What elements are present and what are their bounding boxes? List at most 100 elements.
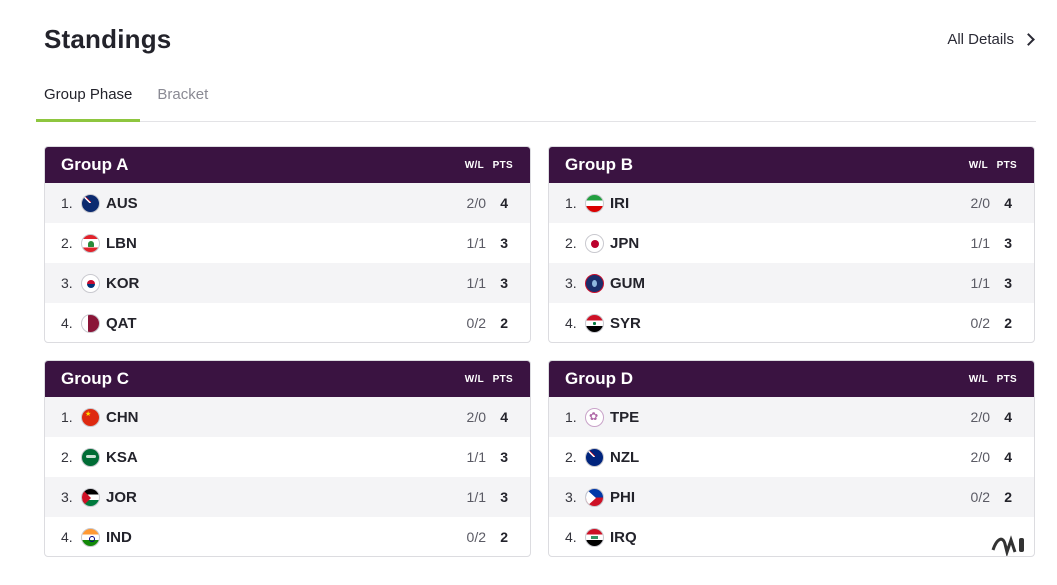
team-pts: 3 (500, 235, 508, 251)
pts-column-header: PTS (996, 160, 1017, 171)
pts-column-header: PTS (492, 374, 513, 385)
team-rank: 1. (61, 195, 73, 211)
team-rank: 4. (61, 529, 73, 545)
team-row[interactable]: 1. CHN 2/0 4 (45, 397, 530, 437)
standings-tabs: Group Phase Bracket (36, 78, 1036, 122)
qatar-flag-icon (81, 313, 100, 333)
pts-column-header: PTS (492, 160, 513, 171)
team-pts: 4 (500, 409, 508, 425)
korea-flag-icon (81, 273, 100, 293)
australia-flag-icon (81, 193, 100, 213)
team-code: TPE (610, 408, 640, 426)
team-wl: 1/1 (466, 275, 486, 291)
team-wl: 2/0 (970, 409, 990, 425)
japan-flag-icon (585, 233, 604, 253)
team-pts: 4 (1004, 449, 1012, 465)
team-row[interactable]: 3. KOR 1/1 3 (45, 263, 530, 303)
team-pts: 2 (500, 315, 508, 331)
guam-flag-icon (585, 273, 604, 293)
team-rank: 3. (61, 489, 73, 505)
team-row[interactable]: 2. KSA 1/1 3 (45, 437, 530, 477)
team-wl: 0/2 (466, 315, 486, 331)
chinese-taipei-flag-icon (585, 407, 604, 427)
team-code: CHN (106, 408, 139, 426)
chevron-right-icon (1022, 32, 1035, 46)
team-pts: 2 (1004, 315, 1012, 331)
team-pts: 3 (1004, 275, 1012, 291)
team-wl: 2/0 (970, 449, 990, 465)
team-row[interactable]: 1. AUS 2/0 4 (45, 183, 530, 223)
team-code: IRQ (610, 528, 637, 546)
iran-flag-icon (585, 193, 604, 213)
new-zealand-flag-icon (585, 447, 604, 467)
lebanon-flag-icon (81, 233, 100, 253)
group-title: Group B (565, 155, 633, 174)
team-rank: 2. (61, 235, 73, 251)
all-details-label: All Details (947, 30, 1014, 48)
team-row[interactable]: 4. IND 0/2 2 (45, 517, 530, 556)
team-rank: 4. (61, 315, 73, 331)
tab-group-phase[interactable]: Group Phase (36, 78, 141, 122)
team-row[interactable]: 3. PHI 0/2 2 (549, 477, 1034, 517)
team-wl: 2/0 (466, 195, 486, 211)
team-rank: 3. (565, 489, 577, 505)
team-pts: 3 (500, 449, 508, 465)
team-row[interactable]: 3. JOR 1/1 3 (45, 477, 530, 517)
team-wl: 0/2 (466, 529, 486, 545)
team-rank: 1. (565, 409, 577, 425)
team-rank: 1. (61, 409, 73, 425)
team-pts: 3 (500, 489, 508, 505)
group-card-d: Group D W/L PTS 1. TPE 2/0 4 2. NZL 2/0 … (548, 360, 1035, 557)
team-pts: 3 (500, 275, 508, 291)
team-wl: 2/0 (970, 195, 990, 211)
group-header: Group D W/L PTS (549, 361, 1034, 397)
group-header: Group C W/L PTS (45, 361, 530, 397)
wl-column-header: W/L (968, 374, 988, 385)
watermark-icon (991, 535, 1024, 556)
team-code: SYR (610, 314, 641, 332)
team-wl: 1/1 (970, 235, 990, 251)
team-wl: 1/1 (466, 235, 486, 251)
pts-column-header: PTS (996, 374, 1017, 385)
team-row[interactable]: 1. TPE 2/0 4 (549, 397, 1034, 437)
all-details-link[interactable]: All Details (947, 30, 1035, 48)
group-card-b: Group B W/L PTS 1. IRI 2/0 4 2. JPN 1/1 … (548, 146, 1035, 343)
team-rank: 3. (565, 275, 577, 291)
team-code: NZL (610, 448, 640, 466)
group-header: Group A W/L PTS (45, 147, 530, 183)
team-row[interactable]: 4. SYR 0/2 2 (549, 303, 1034, 342)
group-title: Group D (565, 369, 633, 388)
team-rank: 2. (565, 235, 577, 251)
team-row[interactable]: 1. IRI 2/0 4 (549, 183, 1034, 223)
team-rank: 4. (565, 315, 577, 331)
group-title: Group C (61, 369, 129, 388)
team-wl: 2/0 (466, 409, 486, 425)
team-pts: 3 (1004, 235, 1012, 251)
saudi-arabia-flag-icon (81, 447, 100, 467)
standings-header: Standings All Details (44, 22, 1035, 56)
team-rank: 2. (565, 449, 577, 465)
team-code: JOR (106, 488, 137, 506)
team-row[interactable]: 2. JPN 1/1 3 (549, 223, 1034, 263)
syria-flag-icon (585, 313, 604, 333)
team-code: IND (106, 528, 132, 546)
iraq-flag-icon (585, 527, 604, 547)
wl-column-header: W/L (464, 160, 484, 171)
team-pts: 4 (500, 195, 508, 211)
team-row[interactable]: 2. NZL 2/0 4 (549, 437, 1034, 477)
group-card-c: Group C W/L PTS 1. CHN 2/0 4 2. KSA 1/1 … (44, 360, 531, 557)
tab-bracket[interactable]: Bracket (157, 86, 209, 103)
group-header: Group B W/L PTS (549, 147, 1034, 183)
team-wl: 1/1 (970, 275, 990, 291)
team-row[interactable]: 2. LBN 1/1 3 (45, 223, 530, 263)
team-rank: 2. (61, 449, 73, 465)
philippines-flag-icon (585, 487, 604, 507)
group-title: Group A (61, 155, 129, 174)
team-pts: 4 (1004, 409, 1012, 425)
china-flag-icon (81, 407, 100, 427)
team-row[interactable]: 3. GUM 1/1 3 (549, 263, 1034, 303)
team-wl: 0/2 (970, 489, 990, 505)
page-title: Standings (44, 23, 172, 54)
team-row[interactable]: 4. IRQ (549, 517, 1034, 556)
team-row[interactable]: 4. QAT 0/2 2 (45, 303, 530, 342)
